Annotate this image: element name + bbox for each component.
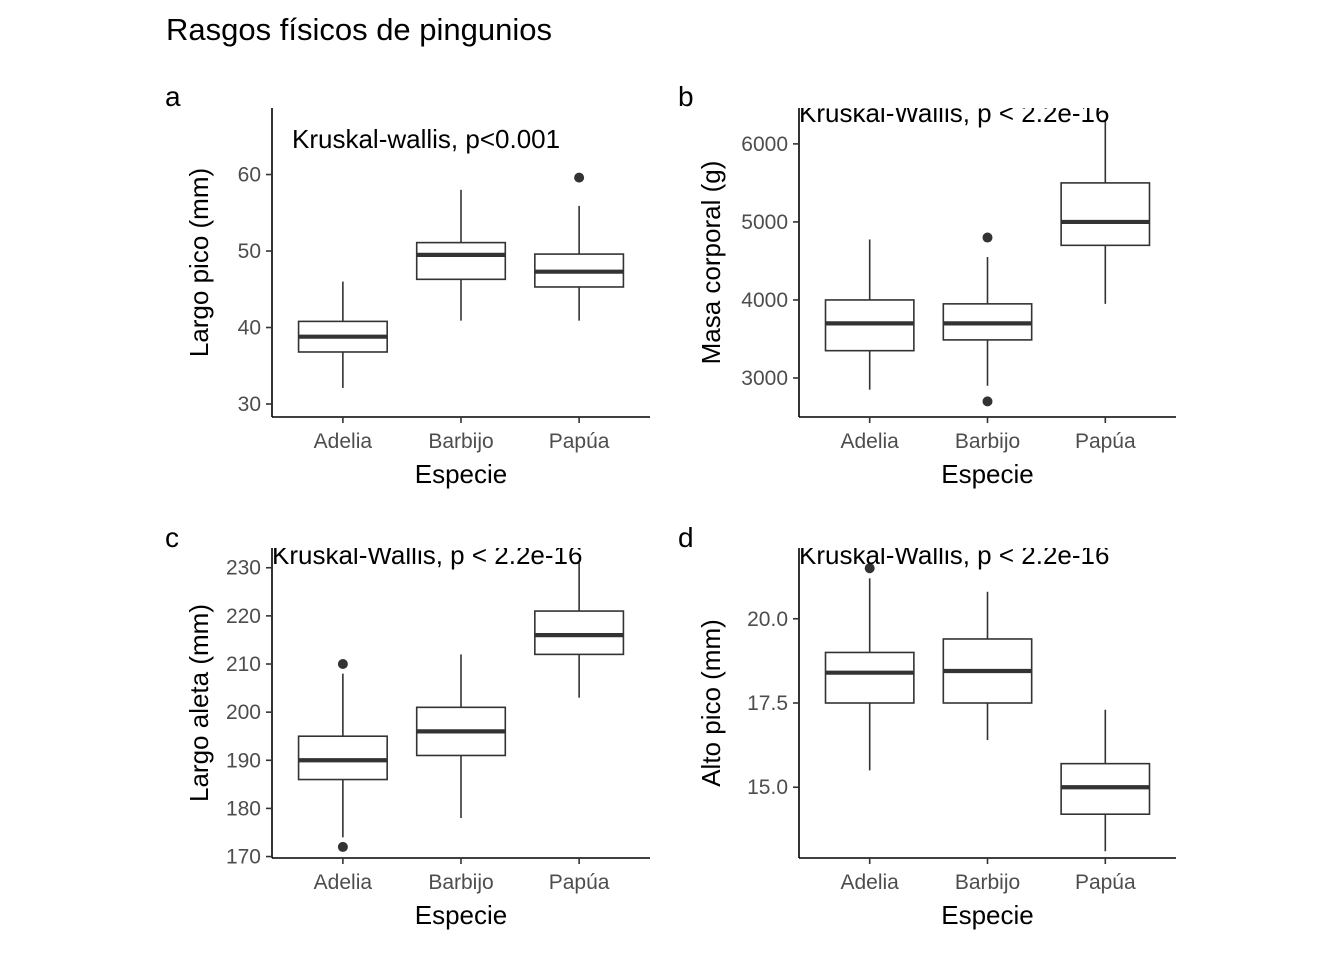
y-tick-label: 4000 [741, 289, 788, 312]
kruskal-annotation: Kruskal-wallis, p<0.001 [292, 124, 560, 154]
y-tick-label: 6000 [741, 133, 788, 156]
plot-area: Kruskal-Wallis, p < 2.2e-16 [272, 540, 625, 852]
x-axis-title: Especie [415, 459, 508, 489]
y-axis-title: Largo pico (mm) [184, 168, 214, 357]
panel-tag: a [165, 81, 181, 112]
box-rect [415, 241, 507, 281]
y-axis-title: Masa corporal (g) [696, 161, 726, 365]
panel-d: d 15.0 17.5 20.0 Adelia Barbijo Papúa Especie Al… [678, 522, 1176, 930]
panel-tag: d [678, 522, 694, 553]
box-rect [824, 651, 915, 704]
box-Papúa [1060, 709, 1151, 852]
panel-c: c 170 180 190 200 210 220 230 Adelia Barbijo Papúa… [165, 522, 650, 930]
panel-b: b 3000 4000 5000 6000 Adelia Barbijo Papúa Espec… [678, 81, 1176, 489]
box-Barbijo [942, 232, 1033, 407]
box-Papúa [1060, 120, 1151, 304]
box-Adelia [297, 659, 388, 852]
y-tick-label: 190 [226, 749, 261, 772]
x-tick-label: Papúa [549, 871, 610, 894]
outlier-point [982, 232, 993, 243]
outlier-point [982, 396, 993, 407]
outlier-point [337, 659, 348, 670]
y-axis-title: Alto pico (mm) [696, 619, 726, 787]
y-tick-label: 60 [238, 164, 261, 187]
y-tick-label: 210 [226, 653, 261, 676]
box-Papúa [534, 172, 625, 321]
box-Adelia [824, 563, 915, 771]
kruskal-annotation: Kruskal-Wallis, p < 2.2e-16 [799, 540, 1109, 570]
box-Adelia [824, 239, 915, 390]
box-Barbijo [942, 591, 1033, 741]
y-tick-label: 230 [226, 557, 261, 580]
y-tick-label: 40 [238, 317, 261, 340]
x-tick-label: Adelia [314, 871, 373, 894]
y-tick-label: 50 [238, 240, 261, 263]
panel-tag: c [165, 522, 179, 553]
x-tick-label: Papúa [1075, 430, 1136, 453]
figure-title: Rasgos físicos de pingunios [166, 12, 552, 47]
box-rect [297, 735, 388, 781]
y-tick-label: 17.5 [747, 692, 788, 715]
y-tick-label: 30 [238, 393, 261, 416]
x-tick-label: Papúa [1075, 871, 1136, 894]
plot-area: Kruskal-Wallis, p < 2.2e-16 [799, 540, 1151, 852]
plot-area: Kruskal-wallis, p<0.001 [292, 124, 625, 388]
x-tick-label: Adelia [840, 871, 899, 894]
y-tick-label: 200 [226, 701, 261, 724]
y-tick-label: 170 [226, 846, 261, 869]
panel-tag: b [678, 81, 694, 112]
x-tick-label: Barbijo [428, 430, 493, 453]
kruskal-annotation: Kruskal-Wallis, p < 2.2e-16 [799, 98, 1109, 128]
x-tick-label: Adelia [840, 430, 899, 453]
panel-a: a 30 40 50 60 Adelia Barbijo Papúa Especie Largo … [165, 81, 650, 489]
plot-area: Kruskal-Wallis, p < 2.2e-16 [799, 98, 1151, 407]
y-axis-title: Largo aleta (mm) [184, 604, 214, 802]
box-Barbijo [415, 654, 507, 819]
box-Barbijo [415, 189, 507, 321]
outlier-point [574, 172, 585, 183]
x-tick-label: Papúa [549, 430, 610, 453]
y-tick-label: 20.0 [747, 608, 788, 631]
x-tick-label: Adelia [314, 430, 373, 453]
box-rect [1060, 182, 1151, 247]
box-Papúa [534, 562, 625, 698]
y-tick-label: 3000 [741, 367, 788, 390]
outlier-point [337, 841, 348, 852]
box-Adelia [297, 281, 388, 388]
y-tick-label: 220 [226, 605, 261, 628]
y-tick-label: 15.0 [747, 776, 788, 799]
x-tick-label: Barbijo [955, 871, 1020, 894]
outlier-point [864, 563, 875, 574]
x-tick-label: Barbijo [428, 871, 493, 894]
x-axis-title: Especie [941, 900, 1034, 930]
y-tick-label: 180 [226, 797, 261, 820]
kruskal-annotation: Kruskal-Wallis, p < 2.2e-16 [272, 540, 582, 570]
x-tick-label: Barbijo [955, 430, 1020, 453]
panels: a 30 40 50 60 Adelia Barbijo Papúa Especie Largo … [165, 81, 1176, 930]
x-axis-title: Especie [941, 459, 1034, 489]
y-tick-label: 5000 [741, 211, 788, 234]
x-axis-title: Especie [415, 900, 508, 930]
box-rect [534, 610, 625, 656]
